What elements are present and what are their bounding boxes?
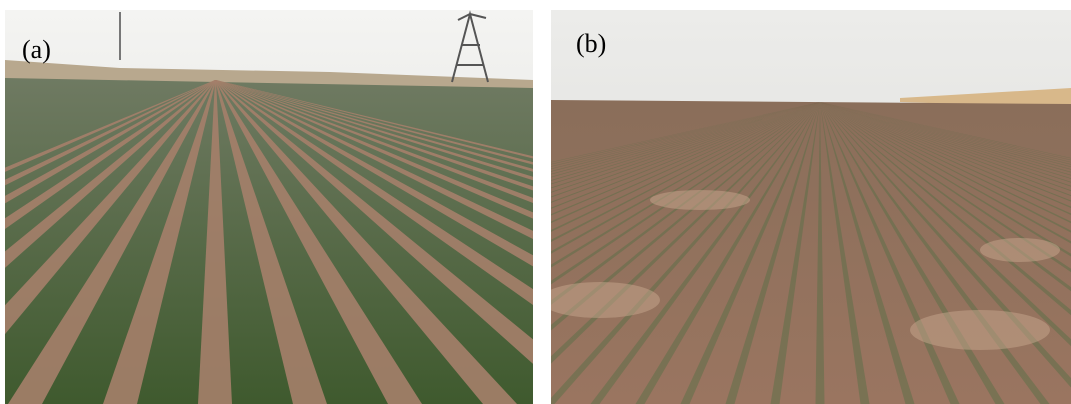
crop-row xyxy=(635,102,820,404)
crop-row xyxy=(551,102,820,178)
crop-row xyxy=(820,102,1071,224)
crop-row xyxy=(551,102,820,216)
soil-patch xyxy=(910,310,1050,350)
crop-row xyxy=(820,102,1071,165)
furrow xyxy=(5,80,216,204)
crop-row xyxy=(820,102,1071,163)
crop-row xyxy=(551,102,820,404)
crop-row xyxy=(725,102,820,404)
crop-row xyxy=(551,102,820,165)
crop-row xyxy=(770,102,820,404)
furrow xyxy=(215,80,533,364)
photo-a xyxy=(5,10,533,404)
furrow xyxy=(215,80,533,181)
crop-row xyxy=(551,102,820,175)
crop-row xyxy=(820,102,1071,170)
crop-row xyxy=(820,102,1071,208)
crop-row xyxy=(551,102,820,268)
furrow xyxy=(5,80,216,335)
crop-row xyxy=(551,102,820,232)
crop-row xyxy=(551,102,820,193)
pylon xyxy=(451,10,489,83)
crop-row xyxy=(815,102,825,404)
crop-row xyxy=(820,102,870,404)
photo-b xyxy=(551,10,1071,404)
furrow xyxy=(215,80,533,172)
crop-row xyxy=(820,102,1071,192)
crop-row xyxy=(820,102,1071,273)
crop-row xyxy=(551,102,820,224)
furrow xyxy=(215,80,533,191)
soil-patch xyxy=(650,190,750,210)
crop-row xyxy=(551,102,820,170)
furrow xyxy=(5,80,216,268)
furrow xyxy=(215,80,533,305)
furrow xyxy=(215,80,517,404)
soil-patch xyxy=(551,282,660,318)
furrow xyxy=(5,80,216,172)
crop-row xyxy=(820,102,1071,159)
crop-row xyxy=(820,102,1071,257)
crop-row xyxy=(820,102,1071,161)
furrow xyxy=(103,80,216,404)
crop-row xyxy=(820,102,1071,176)
crop-row xyxy=(820,102,1071,187)
crop-row xyxy=(551,102,820,242)
crop-row xyxy=(551,102,820,209)
crop-row xyxy=(551,102,820,331)
crop-row xyxy=(551,102,820,198)
crop-row xyxy=(820,102,1071,233)
crop-row xyxy=(680,102,820,404)
furrow xyxy=(215,80,327,404)
dry-grass xyxy=(900,88,1071,108)
furrow xyxy=(215,80,533,239)
crop-row xyxy=(551,102,820,172)
panel-label: (a) xyxy=(22,35,51,64)
furrow xyxy=(215,80,422,404)
furrow xyxy=(215,80,533,203)
crop-row xyxy=(820,102,1071,173)
crop-row xyxy=(551,102,820,189)
furrow xyxy=(5,80,216,186)
crop-row xyxy=(551,102,820,203)
crop-row xyxy=(551,102,820,254)
crop-row xyxy=(820,102,1071,316)
furrow xyxy=(8,80,216,404)
furrow xyxy=(198,80,232,404)
crop-row xyxy=(820,102,1071,202)
crop-row xyxy=(590,102,820,404)
panel-label: (b) xyxy=(576,29,606,58)
crop-row xyxy=(820,102,1071,244)
crop-row xyxy=(820,102,1071,197)
crop-row xyxy=(820,102,1071,168)
crop-row xyxy=(551,102,820,163)
furrow xyxy=(215,80,533,159)
crop-row xyxy=(820,102,1071,179)
furrow xyxy=(215,80,533,219)
furrow xyxy=(215,80,533,267)
crop-row xyxy=(820,102,1071,216)
crop-row xyxy=(551,102,820,167)
crop-row xyxy=(820,102,1071,347)
soil-patch xyxy=(980,238,1060,262)
crop-row xyxy=(820,102,915,404)
crop-row xyxy=(551,102,820,185)
furrow xyxy=(5,80,216,229)
crop-row xyxy=(820,102,1071,183)
crop-row xyxy=(551,102,820,305)
crop-row xyxy=(551,102,820,181)
furrow xyxy=(215,80,533,165)
